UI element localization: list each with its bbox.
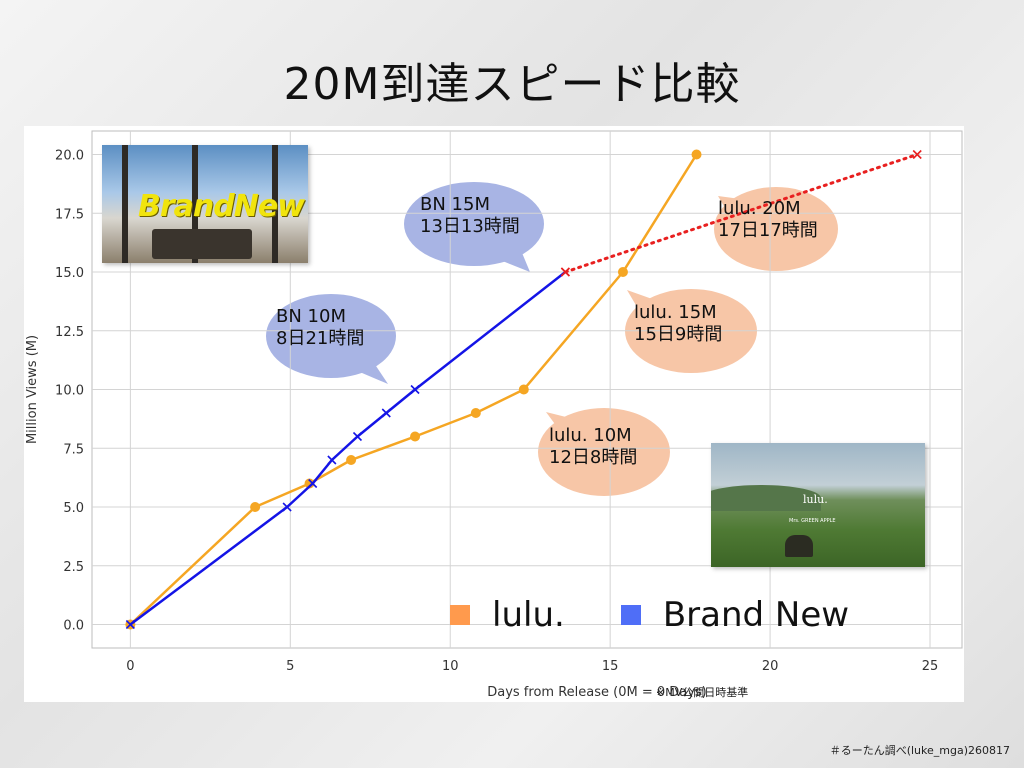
annotation-line: 15日9時間 xyxy=(634,324,723,345)
legend-swatch-brand-new xyxy=(620,605,641,625)
lulu-thumbnail: lulu. Mrs. GREEN APPLE xyxy=(711,443,925,567)
brand-new-logo: BrandNew xyxy=(138,189,305,224)
page-title: 20M到達スピード比較 xyxy=(283,59,741,110)
data-point xyxy=(518,384,529,395)
annotation-bubble-lulu10 xyxy=(538,408,670,496)
annotation-line: 13日13時間 xyxy=(420,216,520,237)
lulu-artist: Mrs. GREEN APPLE xyxy=(789,518,836,524)
legend-swatch-lulu xyxy=(450,605,470,625)
legend-label-lulu: lulu. xyxy=(492,595,565,635)
annotation-line: lulu. 10M xyxy=(549,425,632,446)
x-tick-label: 15 xyxy=(602,659,619,674)
annotation-bn10: BN 10M 8日21時間 xyxy=(276,306,364,350)
annotation-bubble-lulu20 xyxy=(714,187,838,271)
annotation-bubble-bn15 xyxy=(404,182,544,266)
legend-item-brand-new: Brand New xyxy=(620,595,850,635)
data-point xyxy=(410,431,421,442)
x-axis-label: Days from Release (0M = 0 Days) xyxy=(487,685,707,700)
data-point xyxy=(346,455,357,465)
x-tick-label: 25 xyxy=(922,659,939,674)
annotation-line: lulu. 20M xyxy=(718,198,801,219)
data-point xyxy=(282,502,292,512)
series-line-2 xyxy=(563,153,919,274)
footnote: ※MV公開日時基準 xyxy=(656,686,749,699)
annotation-line: 8日21時間 xyxy=(276,328,365,349)
x-tick-label: 5 xyxy=(286,659,294,674)
data-point xyxy=(381,408,391,418)
data-point xyxy=(617,267,628,277)
data-point xyxy=(470,408,481,418)
annotation-line: BN 15M xyxy=(420,194,490,215)
data-point xyxy=(691,149,702,160)
y-tick-label: 20.0 xyxy=(55,149,84,164)
annotation-tail-lulu15 xyxy=(627,290,655,312)
y-tick-label: 12.5 xyxy=(55,325,84,340)
data-point xyxy=(250,502,261,512)
brand-new-thumbnail: BrandNew xyxy=(102,145,308,263)
data-point xyxy=(912,149,922,160)
legend-item-lulu: lulu. xyxy=(450,595,565,635)
data-point xyxy=(352,431,363,442)
y-tick-label: 10.0 xyxy=(55,384,84,399)
data-point xyxy=(304,478,315,489)
annotation-tail-lulu10 xyxy=(546,412,578,435)
legend: lulu. Brand New xyxy=(450,593,905,637)
annotation-lulu10: lulu. 10M 12日8時間 xyxy=(549,425,637,469)
x-tick-label: 10 xyxy=(442,659,459,674)
data-point xyxy=(410,384,420,395)
x-tick-label: 20 xyxy=(762,659,779,674)
people-image xyxy=(785,535,813,557)
annotation-tail-bn15 xyxy=(500,248,530,272)
annotation-tail-lulu20 xyxy=(718,196,748,220)
annotation-lulu20: lulu. 20M 17日17時間 xyxy=(718,198,818,242)
radio-image xyxy=(152,229,252,259)
y-tick-label: 5.0 xyxy=(63,501,84,516)
y-tick-label: 15.0 xyxy=(55,266,84,281)
y-tick-label: 2.5 xyxy=(63,560,84,575)
data-point xyxy=(327,455,337,465)
annotation-tail-bn10 xyxy=(355,360,388,384)
data-point xyxy=(125,619,135,630)
annotation-line: BN 10M xyxy=(276,306,346,327)
credit-footer: ＃るーたん調べ(luke_mga)260817 xyxy=(829,744,1010,757)
y-tick-label: 7.5 xyxy=(63,442,84,457)
data-point xyxy=(308,478,318,489)
lulu-logo: lulu. xyxy=(803,493,828,506)
y-tick-label: 0.0 xyxy=(63,619,84,634)
y-tick-label: 17.5 xyxy=(55,207,84,222)
series-line-1 xyxy=(129,271,567,626)
x-tick-label: 0 xyxy=(126,659,134,674)
annotation-line: 17日17時間 xyxy=(718,220,818,241)
annotation-line: 12日8時間 xyxy=(549,447,638,468)
y-axis-label: Million Views (M) xyxy=(25,335,40,444)
annotation-line: lulu. 15M xyxy=(634,302,717,323)
data-point xyxy=(560,267,570,277)
legend-label-brand-new: Brand New xyxy=(662,595,850,635)
annotation-bubble-bn10 xyxy=(266,294,396,378)
annotation-lulu15: lulu. 15M 15日9時間 xyxy=(634,302,722,346)
annotation-bn15: BN 15M 13日13時間 xyxy=(420,194,520,238)
